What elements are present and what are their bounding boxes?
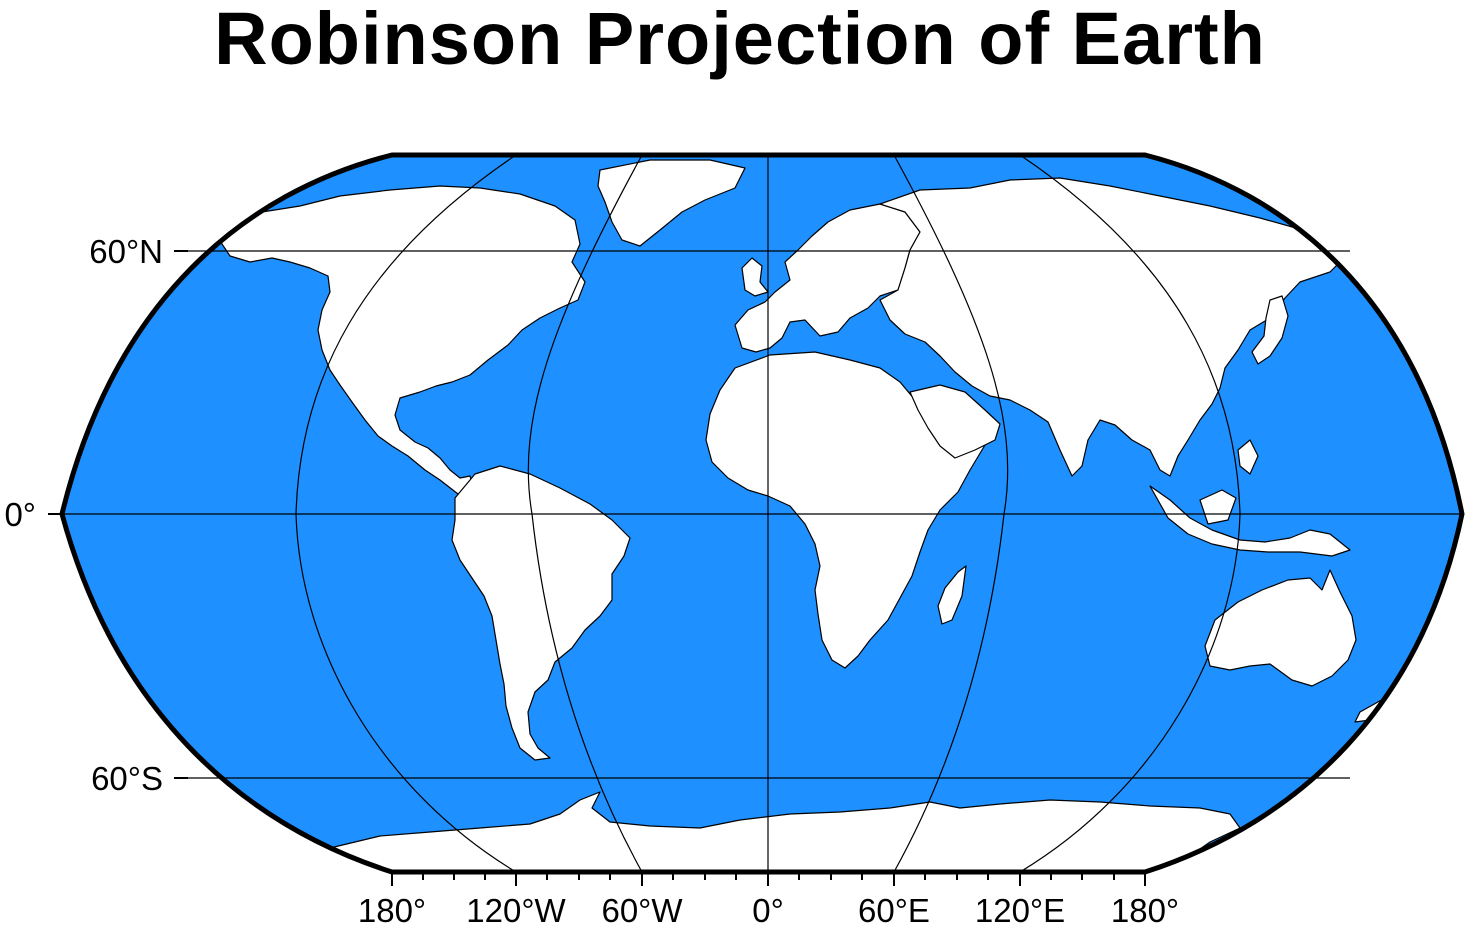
graticule bbox=[62, 154, 1462, 873]
land-japan bbox=[1251, 295, 1289, 365]
land-arabia bbox=[909, 384, 1001, 459]
land-north-america bbox=[214, 185, 586, 495]
longitude-labels: 180° 120°W 60°W 0° 60°E 120°E 180° bbox=[358, 892, 1179, 928]
land-uk bbox=[741, 257, 769, 297]
land-south-america bbox=[451, 465, 631, 761]
land-indonesia bbox=[1149, 439, 1351, 557]
lon-label-180w: 180° bbox=[358, 892, 426, 928]
bottom-ticks bbox=[391, 872, 1146, 886]
land-madagascar bbox=[937, 565, 967, 625]
lon-label-60e: 60°E bbox=[858, 892, 930, 928]
lat-label-equator: 0° bbox=[4, 496, 36, 533]
lon-label-120e: 120°E bbox=[975, 892, 1065, 928]
lat-label-60n: 60°N bbox=[89, 233, 163, 270]
lon-label-180e: 180° bbox=[1111, 892, 1179, 928]
land-antarctica bbox=[319, 791, 1241, 872]
land-australia bbox=[1204, 569, 1357, 687]
lat-label-60s: 60°S bbox=[91, 760, 163, 797]
latitude-labels: 60°N 0° 60°S bbox=[4, 233, 163, 797]
land-asia bbox=[879, 177, 1351, 477]
land-greenland bbox=[597, 159, 746, 247]
left-ticks bbox=[48, 250, 188, 779]
map-title: Robinson Projection of Earth bbox=[214, 0, 1266, 80]
lon-label-60w: 60°W bbox=[601, 892, 683, 928]
lon-label-0: 0° bbox=[752, 892, 784, 928]
lon-label-120w: 120°W bbox=[466, 892, 566, 928]
